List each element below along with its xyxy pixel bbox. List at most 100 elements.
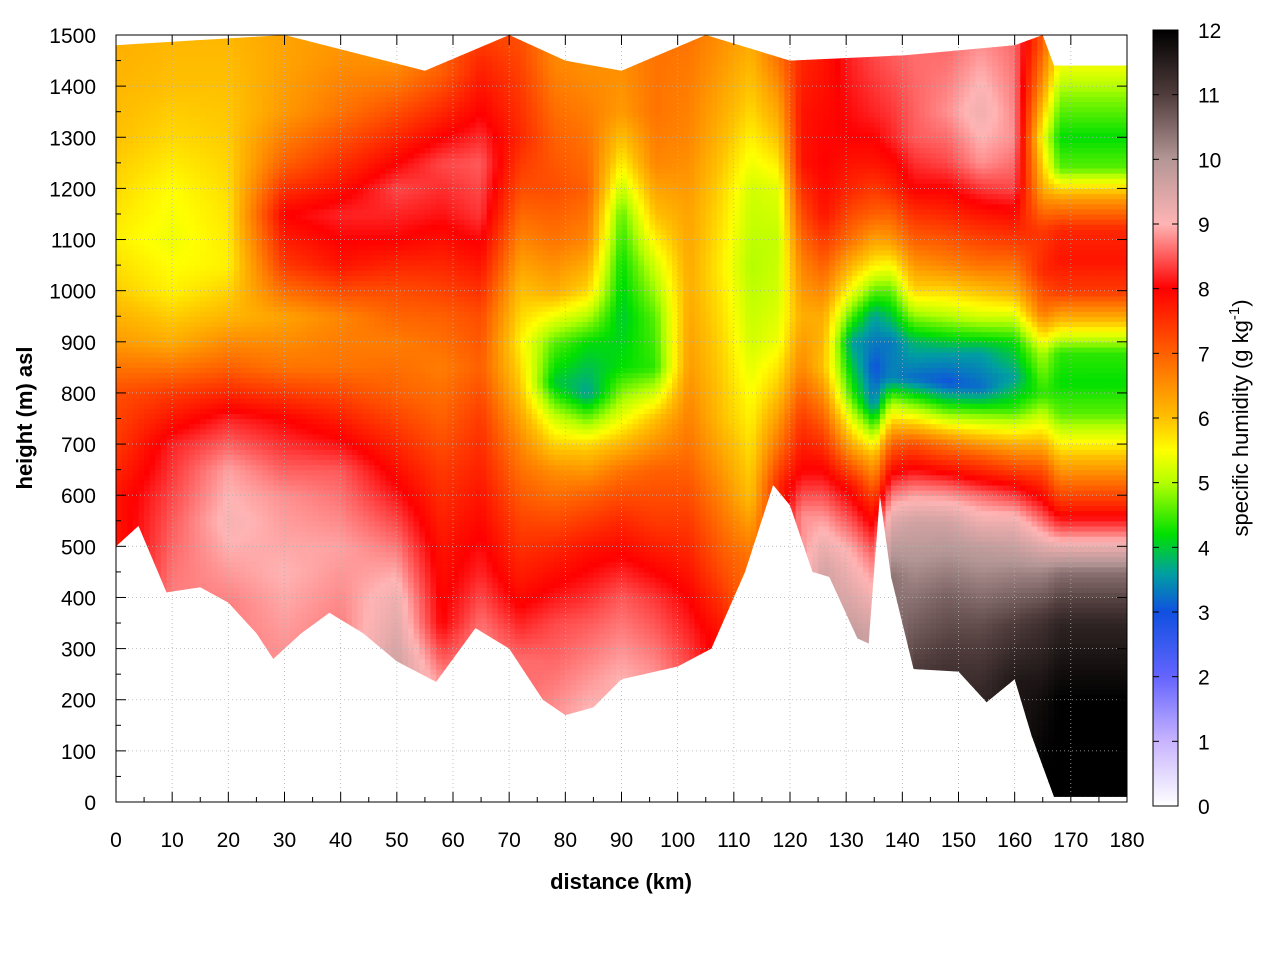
humidity-cell bbox=[240, 255, 246, 261]
humidity-cell bbox=[211, 224, 217, 230]
humidity-cell bbox=[155, 705, 161, 711]
humidity-cell bbox=[183, 280, 189, 286]
humidity-cell bbox=[256, 654, 262, 660]
humidity-cell bbox=[273, 700, 279, 706]
humidity-cell bbox=[251, 321, 257, 327]
humidity-cell bbox=[189, 321, 195, 327]
humidity-cell bbox=[133, 112, 139, 118]
humidity-cell bbox=[206, 577, 212, 583]
humidity-cell bbox=[301, 730, 307, 736]
humidity-cell bbox=[183, 301, 189, 307]
humidity-cell bbox=[285, 618, 291, 624]
humidity-cell bbox=[133, 541, 139, 547]
humidity-cell bbox=[161, 50, 167, 56]
humidity-cell bbox=[273, 613, 279, 619]
humidity-cell bbox=[133, 465, 139, 471]
humidity-cell bbox=[167, 398, 173, 404]
humidity-cell bbox=[245, 690, 251, 696]
humidity-cell bbox=[234, 654, 240, 660]
humidity-cell bbox=[150, 429, 156, 435]
humidity-cell bbox=[150, 551, 156, 557]
humidity-cell bbox=[183, 582, 189, 588]
humidity-cell bbox=[178, 720, 184, 726]
humidity-cell bbox=[228, 720, 234, 726]
humidity-cell bbox=[211, 250, 217, 256]
humidity-cell bbox=[122, 516, 128, 522]
humidity-cell bbox=[240, 347, 246, 353]
humidity-cell bbox=[273, 516, 279, 522]
humidity-cell bbox=[211, 383, 217, 389]
humidity-cell bbox=[138, 746, 144, 752]
humidity-cell bbox=[116, 188, 122, 194]
humidity-cell bbox=[251, 66, 257, 72]
humidity-cell bbox=[178, 690, 184, 696]
humidity-cell bbox=[138, 567, 144, 573]
humidity-cell bbox=[183, 71, 189, 77]
humidity-cell bbox=[189, 674, 195, 680]
humidity-cell bbox=[138, 316, 144, 322]
humidity-cell bbox=[127, 531, 133, 537]
humidity-cell bbox=[234, 209, 240, 215]
humidity-cell bbox=[161, 316, 167, 322]
humidity-cell bbox=[211, 771, 217, 777]
humidity-cell bbox=[228, 66, 234, 72]
humidity-cell bbox=[228, 301, 234, 307]
humidity-cell bbox=[161, 214, 167, 220]
humidity-cell bbox=[211, 751, 217, 757]
humidity-cell bbox=[217, 597, 223, 603]
humidity-cell bbox=[127, 280, 133, 286]
humidity-cell bbox=[133, 736, 139, 742]
humidity-cell bbox=[240, 480, 246, 486]
humidity-cell bbox=[200, 531, 206, 537]
humidity-cell bbox=[268, 214, 274, 220]
humidity-cell bbox=[200, 725, 206, 731]
humidity-cell bbox=[178, 444, 184, 450]
humidity-cell bbox=[127, 173, 133, 179]
humidity-cell bbox=[127, 736, 133, 742]
humidity-cell bbox=[122, 505, 128, 511]
humidity-cell bbox=[217, 188, 223, 194]
humidity-cell bbox=[189, 782, 195, 788]
humidity-cell bbox=[240, 229, 246, 235]
humidity-cell bbox=[189, 194, 195, 200]
humidity-cell bbox=[296, 229, 302, 235]
humidity-cell bbox=[200, 643, 206, 649]
humidity-cell bbox=[189, 316, 195, 322]
humidity-cell bbox=[240, 572, 246, 578]
humidity-cell bbox=[234, 245, 240, 251]
humidity-cell bbox=[161, 35, 167, 41]
humidity-cell bbox=[150, 792, 156, 798]
humidity-cell bbox=[206, 628, 212, 634]
humidity-cell bbox=[290, 275, 296, 281]
humidity-cell bbox=[172, 393, 178, 399]
humidity-cell bbox=[206, 76, 212, 82]
humidity-cell bbox=[234, 326, 240, 332]
humidity-cell bbox=[144, 214, 150, 220]
humidity-cell bbox=[290, 408, 296, 414]
humidity-cell bbox=[234, 633, 240, 639]
humidity-cell bbox=[200, 419, 206, 425]
humidity-cell bbox=[127, 756, 133, 762]
humidity-cell bbox=[211, 792, 217, 798]
humidity-cell bbox=[144, 163, 150, 169]
humidity-cell bbox=[167, 403, 173, 409]
humidity-cell bbox=[144, 306, 150, 312]
humidity-cell bbox=[178, 664, 184, 670]
humidity-cell bbox=[195, 352, 201, 358]
humidity-cell bbox=[285, 766, 291, 772]
humidity-cell bbox=[285, 710, 291, 716]
humidity-cell bbox=[290, 459, 296, 465]
humidity-cell bbox=[268, 684, 274, 690]
humidity-cell bbox=[234, 531, 240, 537]
humidity-cell bbox=[155, 459, 161, 465]
humidity-cell bbox=[217, 178, 223, 184]
humidity-cell bbox=[211, 500, 217, 506]
humidity-cell bbox=[172, 715, 178, 721]
humidity-cell bbox=[122, 572, 128, 578]
humidity-cell bbox=[144, 715, 150, 721]
humidity-cell bbox=[206, 188, 212, 194]
humidity-cell bbox=[285, 311, 291, 317]
humidity-cell bbox=[206, 383, 212, 389]
humidity-cell bbox=[240, 367, 246, 373]
humidity-cell bbox=[150, 766, 156, 772]
